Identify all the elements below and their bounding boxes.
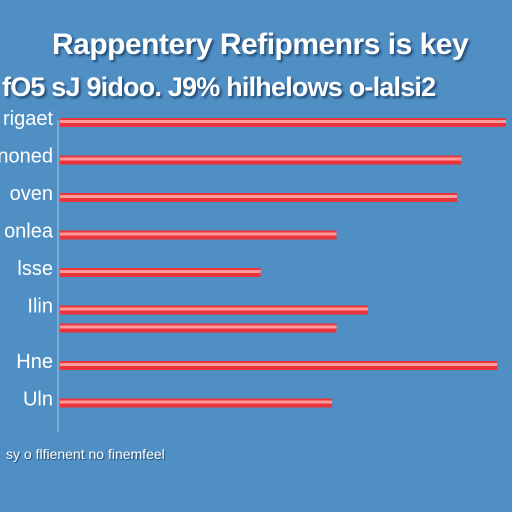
bar-highlight <box>60 120 506 123</box>
bar-highlight <box>60 363 498 366</box>
chart-subtitle: fO5 sJ 9idoo. J9% hilhelows o-lalsi2 <box>2 72 436 102</box>
bar-highlight <box>60 270 261 273</box>
bar-highlight <box>60 195 457 198</box>
bar-highlight <box>60 232 337 236</box>
category-label: Ilin <box>27 296 53 318</box>
bar-highlight <box>60 157 462 161</box>
category-label: Uln <box>23 389 53 411</box>
category-label: onlea <box>4 221 54 243</box>
bar-highlight <box>60 307 368 311</box>
category-label: Hne <box>16 351 53 373</box>
chart-footnote: sy o flfienent no finemfeel <box>6 446 165 462</box>
bar-secondary-highlight <box>60 325 337 329</box>
chart-title: Rappentery Refipmenrs is key <box>52 28 469 61</box>
category-label: rigaet <box>3 108 53 130</box>
bar-highlight <box>60 400 333 404</box>
category-label: oven <box>10 183 53 205</box>
category-label: noned <box>0 146 53 168</box>
category-label: lsse <box>17 258 53 280</box>
